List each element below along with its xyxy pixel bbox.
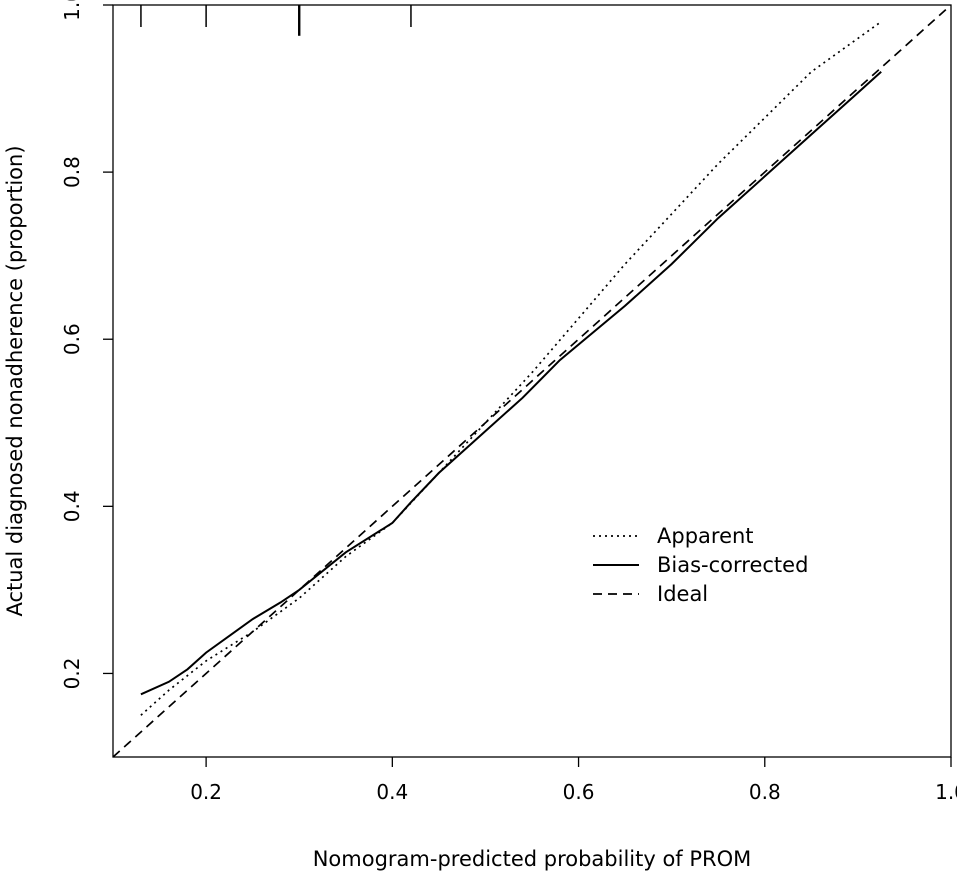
series-apparent-line: [140, 21, 882, 716]
x-axis-title: Nomogram-predicted probability of PROM: [313, 847, 752, 871]
series-ideal-line: [112, 4, 952, 758]
legend: Apparent Bias-corrected Ideal: [593, 524, 808, 606]
series-layer: [112, 4, 952, 758]
x-tick-label: 0.6: [563, 780, 595, 804]
x-tick-label: 0.4: [376, 780, 408, 804]
rug-ticks: [140, 5, 412, 36]
y-tick-label: 0.8: [60, 156, 84, 188]
y-tick-label: 1.0: [60, 0, 84, 21]
y-axis-title: Actual diagnosed nonadherence (proportio…: [3, 145, 27, 616]
series-bias-corrected-line: [140, 71, 882, 696]
y-tick-label: 0.2: [60, 658, 84, 690]
legend-label: Apparent: [657, 524, 754, 548]
x-tick-label: 0.8: [749, 780, 781, 804]
y-axis: 0.2 0.4 0.6 0.8 1.0: [60, 0, 113, 689]
y-tick-label: 0.4: [60, 490, 84, 522]
legend-label: Bias-corrected: [657, 553, 808, 577]
x-tick-label: 0.2: [190, 780, 222, 804]
plot-frame: [112, 4, 952, 758]
x-tick-label: 1.0: [935, 780, 957, 804]
legend-label: Ideal: [657, 582, 708, 606]
x-axis: 0.2 0.4 0.6 0.8 1.0: [190, 757, 957, 804]
y-tick-label: 0.6: [60, 323, 84, 355]
